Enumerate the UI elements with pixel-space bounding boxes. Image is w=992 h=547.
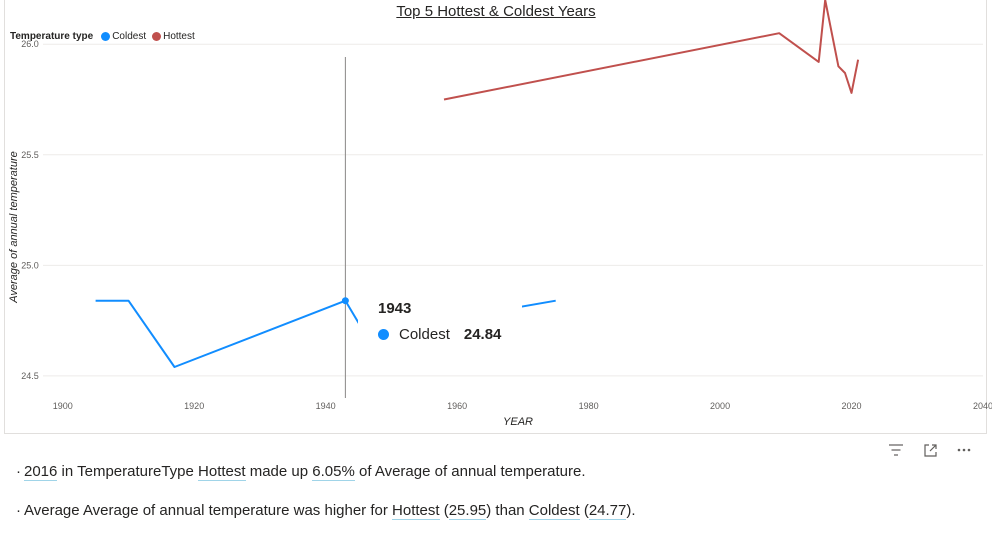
tooltip-year: 1943 (378, 300, 412, 317)
data-point-hottest-7 (856, 58, 860, 62)
legend-entry-hottest[interactable]: Hottest (152, 31, 195, 42)
data-point-hottest-4 (836, 64, 840, 68)
tooltip-series: Coldest (399, 326, 450, 343)
data-point-hottest-5 (843, 71, 847, 75)
tooltip-value: 24.84 (463, 326, 502, 343)
x-tick-label-5: 2000 (710, 401, 730, 411)
chart-visual (4, 0, 987, 434)
x-tick-label-7: 2040 (973, 401, 992, 411)
legend-marker-coldest (101, 32, 111, 41)
x-tick-label-0: 1900 (53, 401, 73, 411)
x-tick-label-4: 1980 (579, 401, 599, 411)
legend-entry-coldest[interactable]: Coldest (101, 31, 146, 42)
narrative-hottest-link[interactable]: Hottest (198, 463, 246, 481)
narrative-coldest-value[interactable]: 24.77 (588, 502, 627, 520)
data-point-coldest-2 (172, 365, 176, 369)
x-axis-title: YEAR (503, 416, 533, 428)
tooltip: 1943 Coldest 24.84 (358, 282, 522, 360)
legend: Temperature type Coldest Hottest (10, 31, 197, 42)
narrative-line-1: · 2016 in TemperatureType Hottest made up… (16, 463, 586, 481)
data-point-hottest-3 (823, 0, 827, 2)
hover-marker (341, 297, 349, 305)
y-tick-label-3: 26.0 (21, 39, 39, 49)
x-tick-label-1: 1920 (184, 401, 204, 411)
smart-narrative: · 2016 in TemperatureType Hottest made up… (16, 462, 636, 540)
narrative-line-2: · Average Average of annual temperature w… (16, 502, 636, 520)
series-line-hottest (443, 0, 860, 101)
y-tick-label-2: 25.5 (21, 150, 39, 160)
data-point-hottest-0 (442, 98, 446, 102)
data-point-hottest-6 (850, 91, 854, 95)
more-options-icon[interactable] (956, 442, 972, 458)
legend-label-hottest: Hottest (163, 31, 195, 42)
data-point-coldest-5 (554, 299, 558, 303)
x-tick-label-6: 2020 (842, 401, 862, 411)
chart-title: Top 5 Hottest & Coldest Years (396, 3, 596, 20)
y-axis-title: Average of annual temperature (8, 151, 20, 303)
narrative-hottest-value[interactable]: 25.95 (448, 502, 487, 520)
data-point-hottest-2 (817, 60, 821, 64)
legend-marker-hottest (152, 32, 162, 41)
focus-mode-icon[interactable] (922, 442, 938, 458)
y-tick-label-1: 25.0 (21, 260, 39, 270)
x-tick-label-3: 1960 (447, 401, 467, 411)
legend-label-coldest: Coldest (112, 31, 147, 42)
x-tick-label-2: 1940 (316, 401, 336, 411)
narrative-hottest-link-2[interactable]: Hottest (392, 502, 440, 520)
legend-title: Temperature type (10, 31, 94, 42)
visual-toolbar (888, 442, 972, 458)
narrative-year-link[interactable]: 2016 (24, 463, 58, 481)
y-tick-label-0: 24.5 (21, 371, 39, 381)
filter-icon[interactable] (888, 442, 904, 458)
data-point-coldest-1 (126, 299, 130, 303)
narrative-percent-link[interactable]: 6.05% (312, 463, 355, 481)
line-chart[interactable]: 24.5 25.0 25.5 26.0 1900 1920 1940 1960 1980 2000… (0, 0, 992, 434)
data-point-hottest-1 (777, 31, 781, 35)
tooltip-marker (378, 329, 389, 340)
data-point-coldest-0 (94, 299, 98, 303)
narrative-coldest-link[interactable]: Coldest (528, 502, 580, 520)
